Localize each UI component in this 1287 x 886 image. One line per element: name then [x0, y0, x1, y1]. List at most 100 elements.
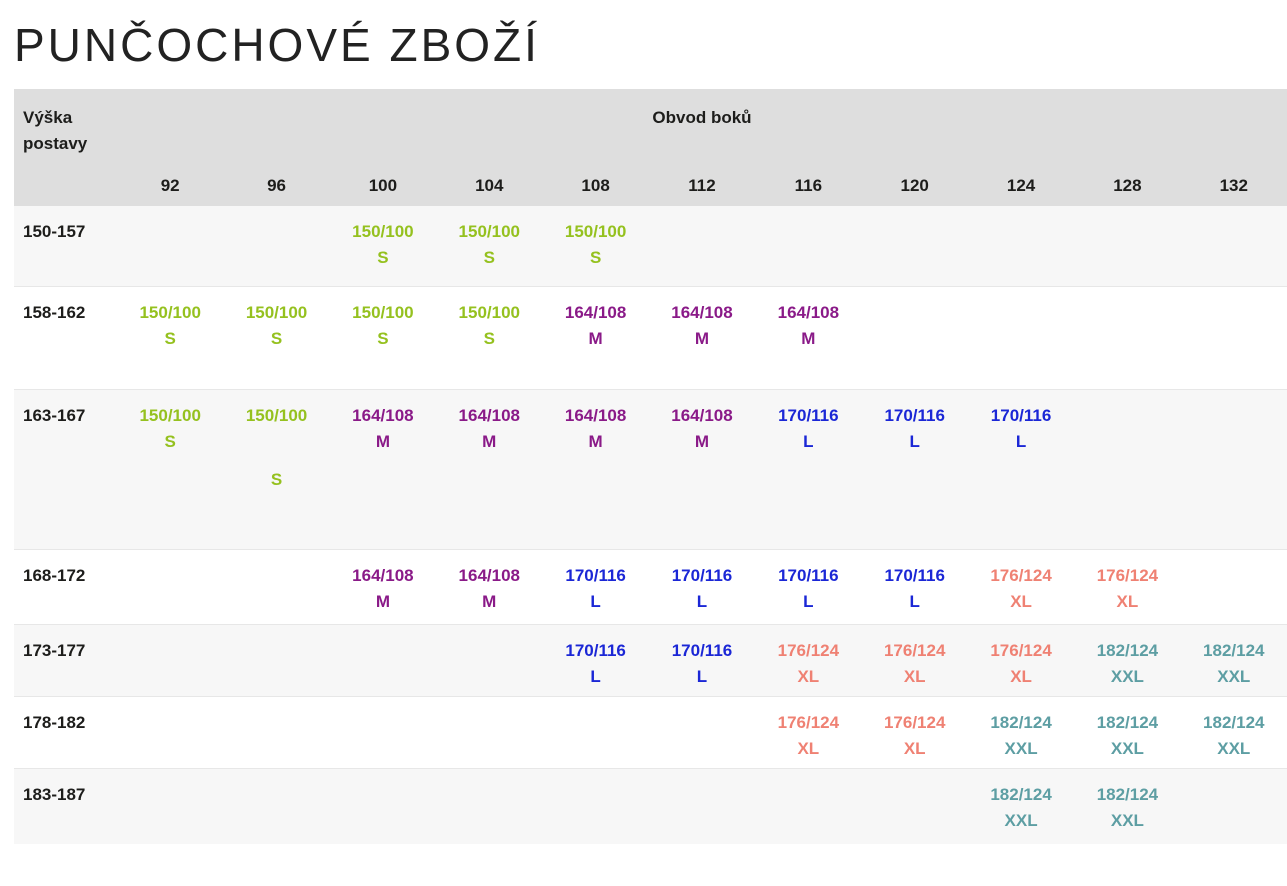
- size-cell: [1074, 206, 1180, 286]
- size-cell: [330, 769, 436, 844]
- size-label: XXL: [1110, 811, 1144, 830]
- size-label: L: [909, 432, 920, 451]
- size-cell: 170/116 L: [968, 390, 1074, 549]
- row-header-label: Výška postavy: [23, 108, 88, 153]
- size-cell: 176/124 XL: [968, 625, 1074, 696]
- size-cell: 170/116 L: [862, 390, 968, 549]
- size-cell: 170/116 L: [755, 390, 861, 549]
- size-label: XXL: [1217, 739, 1251, 758]
- size-label: S: [483, 248, 495, 267]
- column-header: 132: [1219, 176, 1248, 195]
- size-cell: 170/116 L: [862, 550, 968, 624]
- size-cell: 176/124 XL: [968, 550, 1074, 624]
- size-code: 176/124: [777, 713, 840, 732]
- size-cell: 170/116 L: [649, 550, 755, 624]
- size-label: M: [482, 432, 497, 451]
- size-label: XL: [1010, 667, 1032, 686]
- table-row: 168-172 164/108 M 164/108 M 170/116 L 170/116 L 1…: [14, 549, 1287, 624]
- size-cell: 164/108 M: [330, 550, 436, 624]
- size-chart-table: Výška postavy Obvod boků 92 96 100 104 108 11…: [14, 89, 1287, 844]
- size-code: 176/124: [990, 566, 1052, 585]
- size-code: 164/108: [458, 566, 520, 585]
- size-cell: 170/116 L: [755, 550, 861, 624]
- size-code: 176/124: [990, 641, 1052, 660]
- size-code: 150/100: [564, 222, 627, 241]
- column-headers-row: 92 96 100 104 108 112 116 120 124 128 132: [14, 164, 1287, 206]
- size-cell: [1181, 769, 1287, 844]
- size-label: S: [377, 248, 389, 267]
- table-row: 163-167 150/100 S 150/100 S 164/108 M 164/108 M 1…: [14, 389, 1287, 549]
- size-label: XL: [903, 667, 926, 686]
- size-cell: 164/108 M: [436, 390, 542, 549]
- size-code: 150/100: [245, 303, 308, 322]
- size-code: 170/116: [565, 641, 626, 660]
- row-label: 163-167: [23, 406, 86, 425]
- table-row: 173-177 170/116 L 170/116 L 176/124 XL 176/124 X…: [14, 624, 1287, 696]
- size-cell: [436, 625, 542, 696]
- table-header: Výška postavy Obvod boků 92 96 100 104 108 11…: [14, 89, 1287, 206]
- size-label: S: [270, 329, 283, 348]
- size-code: 170/116: [884, 406, 945, 425]
- size-label: M: [588, 432, 603, 451]
- size-cell: 150/100 S: [330, 287, 436, 389]
- size-cell: 150/100 S: [223, 390, 329, 549]
- size-label: M: [588, 329, 603, 348]
- size-cell: [1074, 287, 1180, 389]
- size-label: XL: [797, 667, 820, 686]
- size-label: L: [590, 667, 601, 686]
- size-cell: 150/100 S: [223, 287, 329, 389]
- table-row: 178-182 176/124 XL 176/124 XL 182/124 XXL 182/1…: [14, 696, 1287, 768]
- size-cell: 176/124 XL: [755, 697, 861, 768]
- size-cell: [1181, 206, 1287, 286]
- size-code: 150/100: [458, 222, 520, 241]
- size-code: 150/100: [245, 406, 308, 425]
- size-code: 176/124: [883, 641, 946, 660]
- size-label: XXL: [1110, 739, 1144, 758]
- size-code: 164/108: [671, 406, 733, 425]
- size-label: S: [270, 470, 283, 489]
- size-label: XXL: [1217, 667, 1251, 686]
- size-cell: [1074, 390, 1180, 549]
- size-cell: 182/124 XXL: [1074, 625, 1180, 696]
- size-cell: [862, 769, 968, 844]
- size-cell: 182/124 XXL: [1181, 625, 1287, 696]
- size-code: 150/100: [352, 222, 414, 241]
- size-code: 170/116: [671, 641, 733, 660]
- size-label: M: [375, 432, 390, 451]
- column-header: 100: [368, 176, 398, 195]
- size-code: 182/124: [1203, 713, 1265, 732]
- row-label: 150-157: [23, 222, 86, 241]
- size-cell: [330, 697, 436, 768]
- size-label: L: [1015, 432, 1027, 451]
- size-label: XXL: [1004, 739, 1038, 758]
- size-cell: [1181, 287, 1287, 389]
- size-cell: [223, 697, 329, 768]
- size-code: 182/124: [990, 785, 1052, 804]
- column-header: 104: [475, 176, 504, 195]
- size-cell: 176/124 XL: [1074, 550, 1180, 624]
- size-cell: [117, 625, 223, 696]
- row-label: 158-162: [23, 303, 86, 322]
- column-header: 92: [160, 176, 180, 195]
- size-cell: 176/124 XL: [862, 697, 968, 768]
- row-label: 173-177: [23, 641, 86, 660]
- column-header: 108: [581, 176, 610, 195]
- size-label: M: [375, 592, 390, 611]
- size-label: XXL: [1004, 811, 1038, 830]
- size-label: L: [909, 592, 920, 611]
- row-label: 178-182: [23, 713, 86, 732]
- row-label: 168-172: [23, 566, 86, 585]
- size-code: 182/124: [1096, 713, 1159, 732]
- size-cell: [862, 287, 968, 389]
- size-label: S: [589, 248, 602, 267]
- table-row: 158-162 150/100 S 150/100 S 150/100 S 150/100 S 1…: [14, 286, 1287, 389]
- size-cell: [117, 206, 223, 286]
- size-label: M: [694, 432, 710, 451]
- size-cell: [649, 206, 755, 286]
- table-body: 150-157 150/100 S 150/100 S 150/100 S 158-162 15…: [14, 206, 1287, 844]
- size-code: 182/124: [1203, 641, 1265, 660]
- size-cell: 150/100 S: [117, 287, 223, 389]
- size-cell: 182/124 XXL: [968, 697, 1074, 768]
- size-cell: 182/124 XXL: [1074, 769, 1180, 844]
- size-cell: [862, 206, 968, 286]
